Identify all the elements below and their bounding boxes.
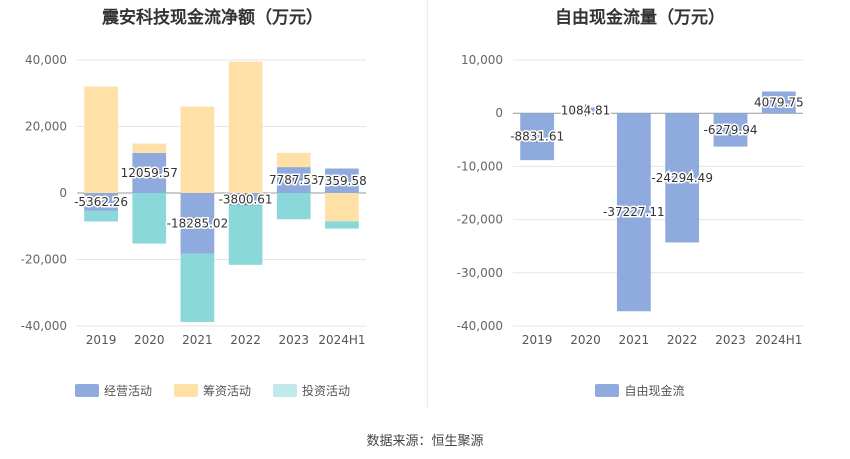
y-tick-label: -20,000 <box>21 253 67 267</box>
legend-item-free-cash-flow[interactable]: 自由现金流 <box>595 382 685 399</box>
chart-title: 震安科技现金流净额（万元） <box>102 8 323 28</box>
data-label: -18285.02 <box>167 216 229 230</box>
bar <box>180 106 215 193</box>
data-label: 12059.57 <box>121 166 178 180</box>
x-tick-label: 2022 <box>230 333 261 347</box>
x-tick-label: 2021 <box>619 333 650 347</box>
x-tick-label: 2021 <box>182 333 213 347</box>
cash-flow-chart: 40,000 20,000 0 -20,000 -40,000 2019 -5362.26 2… <box>21 53 369 347</box>
y-tick-label: 20,000 <box>25 120 67 134</box>
bar <box>132 193 167 244</box>
data-label: 7359.58 <box>317 174 367 188</box>
x-tick-label: 2019 <box>86 333 117 347</box>
x-tick-label: 2023 <box>715 333 746 347</box>
x-tick-label: 2022 <box>667 333 698 347</box>
bar <box>180 253 215 322</box>
bar <box>228 205 263 265</box>
y-tick-label: 0 <box>59 186 67 200</box>
bar <box>276 193 311 220</box>
data-label: -8831.61 <box>510 130 564 144</box>
data-label: 4079.75 <box>754 95 804 109</box>
chart-legend: 经营活动 筹资活动 投资活动 <box>0 382 425 399</box>
x-tick-label: 2024H1 <box>755 333 802 347</box>
data-label: 1084.81 <box>561 103 611 117</box>
bar <box>325 221 359 229</box>
data-label: -5362.26 <box>74 195 128 209</box>
free-cash-flow-chart-panel: 自由现金流量（万元） 10,000 0 -10,000 -20,000 -30,000 -… <box>430 0 850 410</box>
data-label: -37227.11 <box>603 205 665 219</box>
y-tick-label: 40,000 <box>25 53 67 67</box>
legend-label: 自由现金流 <box>624 384 685 398</box>
data-label: -6279.94 <box>704 123 758 137</box>
legend-item-financing[interactable]: 筹资活动 <box>173 382 251 399</box>
chart-legend: 自由现金流 <box>430 382 850 399</box>
data-source: 数据来源：恒生聚源 <box>366 434 484 449</box>
legend-swatch <box>273 384 297 397</box>
legend-label: 投资活动 <box>302 384 351 398</box>
x-tick-label: 2024H1 <box>318 333 365 347</box>
legend-swatch <box>595 384 620 397</box>
y-tick-label: 0 <box>495 106 503 120</box>
legend-swatch <box>74 384 99 397</box>
panel-divider <box>427 0 428 408</box>
chart-title: 自由现金流量（万元） <box>555 8 725 28</box>
data-label: -24294.49 <box>651 171 713 185</box>
y-tick-label: -40,000 <box>457 319 503 333</box>
y-tick-label: 10,000 <box>461 53 503 67</box>
legend-label: 经营活动 <box>103 384 152 398</box>
free-cash-flow-chart: 10,000 0 -10,000 -20,000 -30,000 -40,000 2019 -… <box>457 53 805 347</box>
bar <box>276 152 311 168</box>
x-tick-label: 2023 <box>278 333 309 347</box>
bar <box>84 210 118 222</box>
legend-item-operating[interactable]: 经营活动 <box>74 382 152 399</box>
legend-label: 筹资活动 <box>202 384 251 398</box>
data-label: -3800.61 <box>219 192 273 206</box>
bar <box>132 143 167 153</box>
bar <box>228 61 263 193</box>
y-tick-label: -40,000 <box>21 319 67 333</box>
data-label: 7787.53 <box>269 173 319 187</box>
legend-swatch <box>173 384 198 397</box>
y-tick-label: -20,000 <box>457 213 503 227</box>
cash-flow-chart-panel: 震安科技现金流净额（万元） 40,000 20,000 0 -20,000 -40,00… <box>0 0 425 410</box>
bar <box>84 86 118 193</box>
bar <box>325 193 359 222</box>
legend-item-investing[interactable]: 投资活动 <box>273 382 350 399</box>
y-tick-label: -30,000 <box>457 266 503 280</box>
x-tick-label: 2019 <box>522 333 553 347</box>
y-tick-label: -10,000 <box>457 159 503 173</box>
x-tick-label: 2020 <box>570 333 601 347</box>
x-tick-label: 2020 <box>134 333 165 347</box>
